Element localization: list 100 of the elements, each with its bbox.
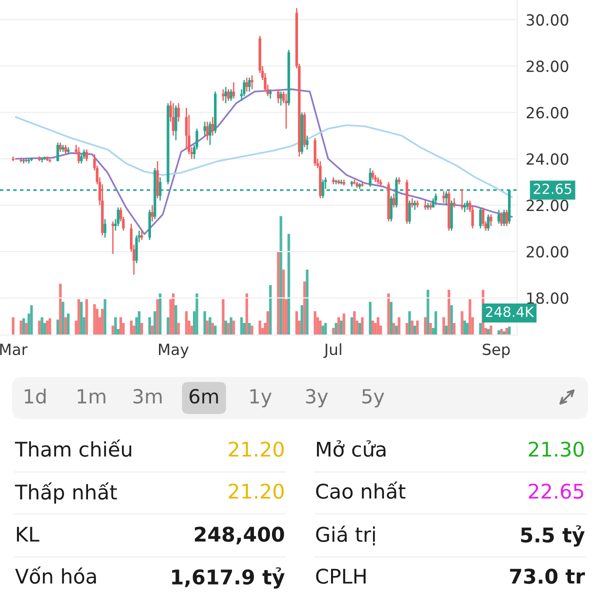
bar: [390, 302, 392, 335]
candlestick: [208, 121, 212, 146]
candlestick: [502, 209, 506, 227]
bar: [66, 314, 70, 335]
candlestick: [245, 77, 248, 92]
bar: [77, 299, 80, 335]
bar: [119, 317, 122, 335]
bar: [468, 299, 472, 335]
bar: [248, 322, 251, 335]
candlestick: [487, 214, 490, 232]
bar: [214, 326, 217, 335]
category-label: 1y: [250, 389, 272, 408]
bar: [408, 311, 411, 335]
bar: [140, 322, 144, 335]
bar: [282, 270, 285, 335]
candlestick: [490, 214, 492, 227]
candlestick: [82, 148, 86, 160]
text: Cao nhất: [316, 482, 406, 499]
text: Tham chiếu: [14, 440, 132, 457]
bar: [353, 311, 356, 335]
bar: [24, 322, 28, 335]
bar: [112, 326, 114, 335]
bar: [196, 293, 198, 335]
candlestick: [230, 88, 232, 102]
bar: [104, 299, 106, 335]
text: KL: [16, 526, 40, 542]
bar: [371, 320, 374, 335]
candlestick: [280, 90, 282, 106]
bar: [466, 322, 469, 335]
bar: [426, 290, 430, 335]
bar: [46, 320, 49, 335]
ref-line-label: 22.65: [534, 184, 572, 194]
bar: [166, 317, 170, 335]
candlestick: [463, 202, 466, 213]
candlestick: [269, 88, 272, 100]
text: 22.65: [528, 484, 584, 499]
bar: [350, 317, 354, 335]
bar: [56, 320, 60, 335]
candlestick: [250, 74, 254, 90]
bar: [80, 302, 83, 335]
bar: [303, 281, 306, 335]
candlestick: [227, 88, 230, 102]
bar: [340, 320, 343, 335]
text: Mở cửa: [316, 440, 386, 457]
candlestick: [471, 204, 474, 229]
bar: [450, 305, 453, 335]
category-label: 6m: [190, 388, 218, 404]
bar: [424, 317, 427, 335]
bar: [230, 317, 232, 335]
bar: [85, 299, 88, 335]
candlestick: [368, 167, 372, 188]
bar: [410, 320, 414, 335]
bar: [185, 311, 188, 335]
text: CPLH: [316, 568, 366, 584]
bar: [177, 322, 180, 335]
bar: [334, 322, 338, 335]
bar: [413, 326, 416, 335]
bar: [172, 293, 175, 335]
text: 73.0 tr: [510, 568, 585, 584]
bar: [158, 293, 162, 335]
candlestick: [479, 206, 482, 229]
bar: [280, 216, 282, 335]
bar: [508, 326, 511, 335]
candlestick: [371, 170, 374, 180]
bar: [222, 299, 224, 335]
category-label: 1m: [78, 389, 106, 404]
bar: [266, 311, 270, 335]
bar: [211, 322, 214, 335]
candlestick: [172, 102, 175, 136]
bar: [445, 326, 448, 335]
candlestick: [482, 206, 484, 227]
bar: [240, 317, 243, 335]
text: 1,617.9 tỷ: [172, 567, 285, 589]
bar: [232, 320, 235, 335]
bar: [62, 302, 64, 335]
text: 21.20: [228, 442, 284, 457]
bar: [368, 302, 372, 335]
y-tick-label: 30.00: [526, 14, 568, 26]
bar: [460, 311, 464, 335]
candlestick: [59, 142, 62, 152]
candlestick: [56, 142, 60, 162]
bar: [156, 299, 159, 335]
candlestick: [232, 82, 235, 100]
bar: [245, 293, 248, 335]
bar: [59, 284, 62, 335]
candlestick: [242, 79, 246, 97]
bar: [64, 317, 67, 335]
candlestick: [206, 121, 209, 141]
bar: [203, 311, 206, 335]
text: 248,400: [194, 526, 284, 544]
bar: [130, 320, 133, 335]
category-label: 5y: [362, 389, 384, 408]
bar: [429, 322, 432, 335]
text: Thấp nhất: [14, 482, 117, 504]
bar: [300, 305, 304, 335]
candlestick: [203, 121, 206, 136]
candlestick: [322, 179, 324, 199]
y-tick-label: 26.00: [526, 106, 568, 118]
bar: [148, 317, 151, 335]
bar: [30, 305, 33, 335]
